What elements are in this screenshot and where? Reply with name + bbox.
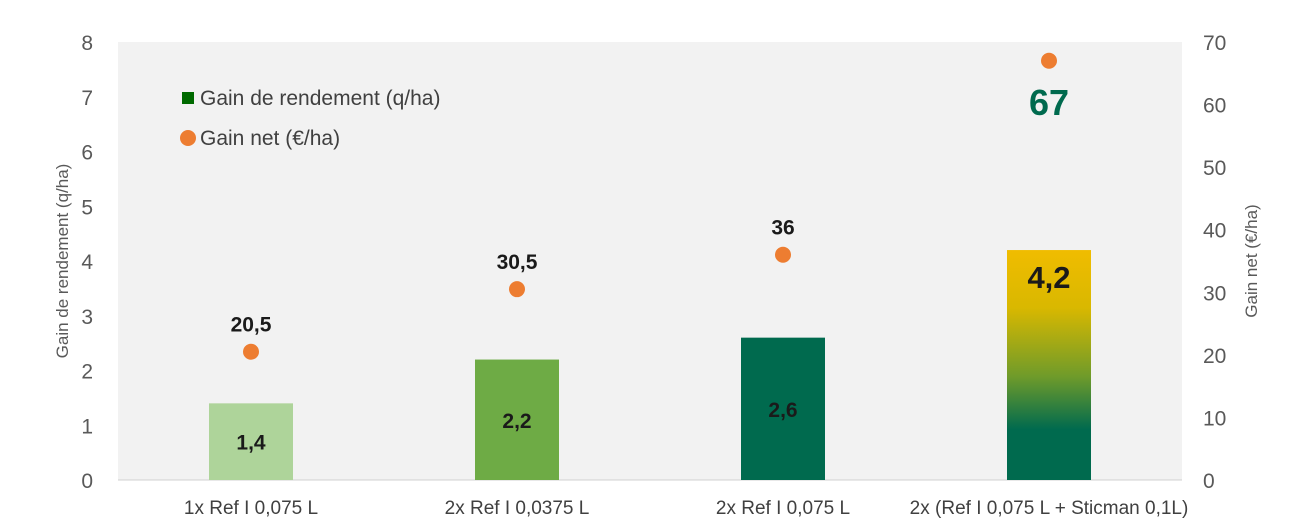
left-axis-ticks: 0 1 2 3 4 5 6 7 8 bbox=[81, 32, 93, 493]
x-category-label: 2x (Ref I 0,075 L + Sticman 0,1L) bbox=[910, 498, 1189, 519]
y2-tick-label: 10 bbox=[1203, 407, 1226, 430]
bar-data-label: 1,4 bbox=[236, 432, 266, 455]
y2-tick-label: 70 bbox=[1203, 32, 1226, 55]
y-tick-label: 2 bbox=[81, 361, 93, 384]
bar-series: 1,4 2,2 2,6 4,2 bbox=[209, 250, 1091, 480]
legend-swatch-point bbox=[180, 130, 196, 146]
y2-tick-label: 0 bbox=[1203, 470, 1215, 493]
legend: Gain de rendement (q/ha) Gain net (€/ha) bbox=[180, 87, 440, 150]
legend-label-point: Gain net (€/ha) bbox=[200, 127, 340, 150]
x-category-label: 2x Ref I 0,075 L bbox=[716, 498, 850, 519]
y2-tick-label: 20 bbox=[1203, 345, 1226, 368]
y-tick-label: 3 bbox=[81, 306, 93, 329]
plot-area bbox=[118, 42, 1182, 480]
y2-axis-title: Gain net (€/ha) bbox=[1242, 204, 1261, 317]
point-data-label: 30,5 bbox=[497, 251, 538, 274]
y-axis-title: Gain de rendement (q/ha) bbox=[53, 164, 72, 359]
y2-tick-label: 30 bbox=[1203, 282, 1226, 305]
data-point bbox=[243, 343, 259, 360]
bar-data-label: 2,6 bbox=[768, 399, 797, 422]
legend-swatch-bar bbox=[182, 92, 194, 104]
x-category-label: 1x Ref I 0,075 L bbox=[184, 498, 318, 519]
bar-data-label: 4,2 bbox=[1027, 260, 1070, 295]
y-tick-label: 7 bbox=[81, 87, 93, 110]
y-tick-label: 4 bbox=[81, 251, 93, 274]
y-tick-label: 8 bbox=[81, 32, 93, 55]
bar bbox=[1007, 250, 1091, 480]
right-axis-ticks: 0 10 20 30 40 50 60 70 bbox=[1203, 32, 1226, 493]
y2-tick-label: 50 bbox=[1203, 157, 1226, 180]
category-labels: 1x Ref I 0,075 L 2x Ref I 0,0375 L 2x Ref … bbox=[184, 498, 1188, 519]
bar-data-label: 2,2 bbox=[502, 410, 531, 433]
point-series: 20,5 30,5 36 67 bbox=[231, 52, 1069, 360]
data-point bbox=[775, 246, 791, 263]
data-point bbox=[509, 281, 525, 298]
y-tick-label: 1 bbox=[81, 415, 93, 438]
bar bbox=[741, 337, 825, 480]
y-tick-label: 6 bbox=[81, 142, 93, 165]
legend-label-bar: Gain de rendement (q/ha) bbox=[200, 87, 440, 110]
point-data-label: 20,5 bbox=[231, 314, 272, 337]
y2-tick-label: 60 bbox=[1203, 95, 1226, 118]
point-data-label: 67 bbox=[1029, 82, 1069, 123]
y-tick-label: 0 bbox=[81, 470, 93, 493]
bar bbox=[209, 403, 293, 480]
y2-tick-label: 40 bbox=[1203, 220, 1226, 243]
point-data-label: 36 bbox=[771, 217, 794, 240]
y-tick-label: 5 bbox=[81, 196, 93, 219]
x-category-label: 2x Ref I 0,0375 L bbox=[445, 498, 590, 519]
data-point bbox=[1041, 52, 1057, 69]
bar bbox=[475, 359, 559, 480]
